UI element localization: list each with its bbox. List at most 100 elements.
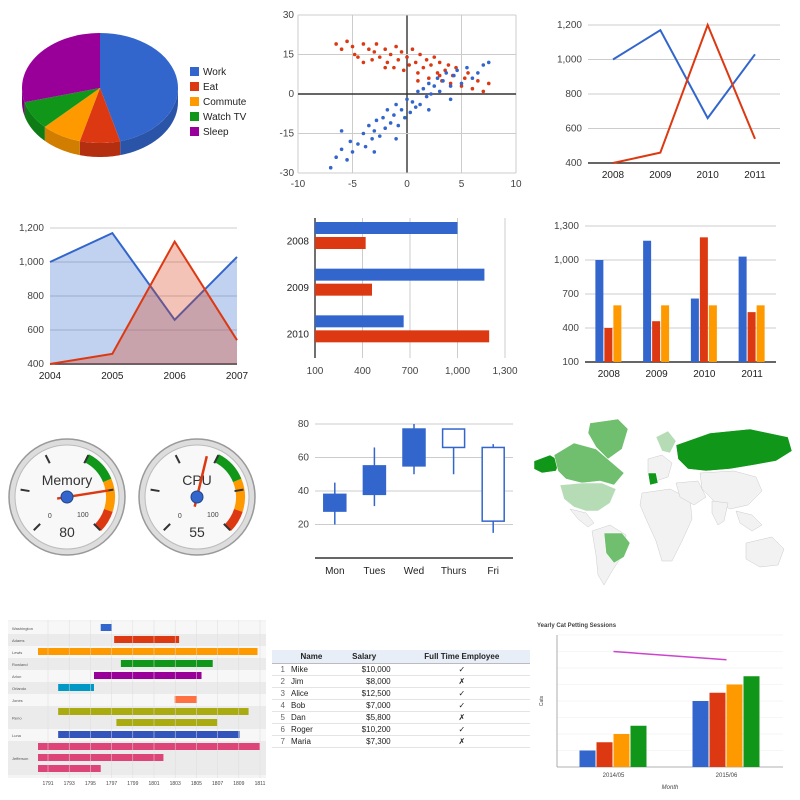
legend-label: Sleep [203,127,229,138]
scatter-point [403,115,407,120]
pie-slice-side [44,126,80,156]
y-tick-label: 1,200 [557,20,582,31]
y-tick-label: 1,200 [19,223,44,234]
combo-chart: Yearly Cat Petting Sessions Cats Month 2014… [537,623,783,791]
scatter-point [465,65,469,70]
gauge-tick [174,454,181,464]
candle-body [441,428,466,449]
x-tick-label: 2009 [649,170,672,181]
column-bar [661,305,670,362]
timeline-tick-label: 1795 [85,781,96,787]
scatter-point [459,81,464,86]
y-tick-label: 800 [565,89,582,100]
cell-salary: $8,000 [334,675,394,688]
scatter-point [381,115,385,120]
x-axis-label: Month [662,785,679,791]
y-tick-label: 1,300 [554,221,579,232]
column-chart-panel: 1,300 1,000 700 400 100 2008 2009 2010 2011 [540,210,790,390]
timeline-row-label: Orlando [12,686,27,691]
gauge-label: Memory [42,472,93,488]
timeline-row-label: Jefferson [12,756,28,761]
combo-bar [726,684,743,767]
table-header-full-time[interactable]: Full Time Employee [393,650,530,664]
scatter-point [448,84,453,88]
legend-swatch [190,82,199,91]
table-row[interactable]: 1 Mike $10,000 ✓ [272,663,530,676]
scatter-point [416,71,420,75]
scatter-point [383,65,387,70]
gauge-tick [234,488,244,493]
gauge-hub [190,490,204,504]
timeline-bar [38,743,260,750]
column-bar [756,305,765,362]
table-row[interactable]: 2 Jim $8,000 ✗ [272,675,530,688]
combo-bar [596,742,613,767]
legend-label: Work [203,67,227,78]
scatter-point [470,76,475,80]
y-tick-label: -30 [280,168,295,179]
table-row[interactable]: 3 Alice $12,500 ✓ [272,687,530,700]
timeline-bar [120,660,213,667]
table-row[interactable]: 6 Roger $10,200 ✓ [272,723,530,736]
row-index: 6 [272,723,288,736]
y-tick-label: 600 [565,124,582,135]
scatter-point [405,97,409,102]
y-tick-label: 80 [298,419,310,430]
table-header-name[interactable]: Name [288,650,335,664]
timeline-bar [58,684,94,691]
pie-slice [24,88,101,127]
timeline-row-label: Jones [12,698,23,703]
timeline-row-label: Reno [12,716,22,721]
column-bar [747,312,756,362]
combo-bar [709,692,726,767]
scatter-point [481,89,486,94]
legend-label: Commute [203,97,247,108]
scatter-point [377,134,382,138]
scatter-point [339,147,344,152]
x-tick-label: 2008 [602,170,625,181]
scatter-point [448,81,453,86]
table-header-salary[interactable]: Salary [334,650,394,664]
timeline-row-label: Luna [12,733,22,738]
area-line [49,239,238,365]
bar [315,283,372,296]
table-header-row: Name Salary Full Time Employee [272,650,530,664]
timeline-tick-label: 1799 [127,781,138,787]
pie-chart-panel: Work Eat Commute Watch TV Sleep [10,10,270,190]
cell-full-time: ✓ [393,723,530,736]
cell-name: Dan [288,711,335,724]
scatter-point [388,121,393,125]
gauge-band-yellow [233,478,245,512]
x-tick-label: Tues [363,566,385,577]
column-chart: 1,300 1,000 700 400 100 2008 2009 2010 2011 [554,221,776,380]
bar [315,330,490,343]
column-bar [699,237,708,362]
scatter-point [383,126,387,131]
scatter-point [394,44,398,49]
scatter-point [367,123,371,128]
scatter-point [435,76,440,80]
timeline-tick-label: 1797 [106,781,117,787]
gauge-tick [223,523,231,531]
gauge-tick [33,523,41,531]
gauge-value: 80 [59,524,75,540]
combo-bar [743,676,760,767]
x-tick-label: 700 [402,366,419,377]
pie-slice [21,33,100,103]
timeline-tick-label: 1811 [255,781,266,787]
x-tick-label: 2005 [101,371,124,382]
table-row[interactable]: 7 Maria $7,300 ✗ [272,735,530,748]
timeline-tick-label: 1803 [170,781,181,787]
map-region-canada [553,442,625,486]
scatter-point [421,86,426,91]
x-tick-label: 100 [307,366,324,377]
table-row[interactable]: 4 Bob $7,000 ✓ [272,699,530,712]
scatter-point [396,57,401,62]
map-region-scandinavia [655,430,677,454]
map-region-asia [699,470,763,510]
scatter-point [435,71,440,75]
gauge-chart-panel: Memory 0 100 80 CPU 0 100 55 [5,415,270,580]
scatter-chart: -10 -5 0 5 10 30 15 0 -15 -30 [280,10,522,190]
table-row[interactable]: 5 Dan $5,800 ✗ [272,711,530,724]
scatter-point [392,113,396,117]
